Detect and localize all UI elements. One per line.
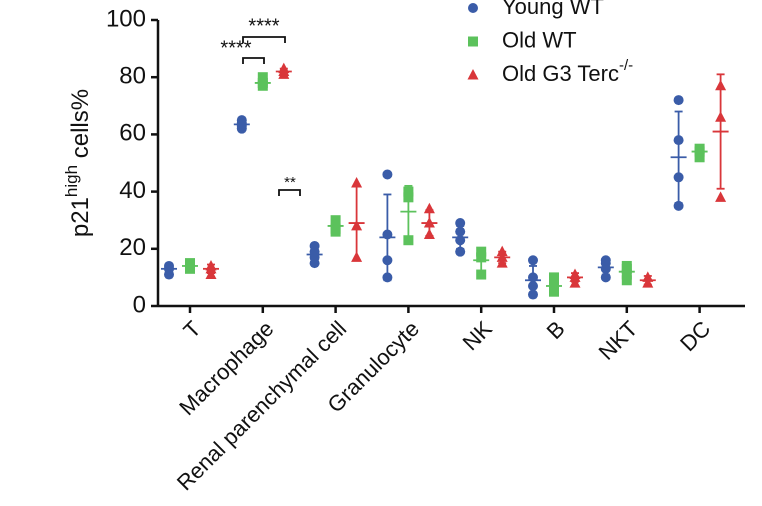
y-label-rest: cells% [67,89,94,165]
data-point [382,169,393,180]
data-point [330,215,341,226]
data-point [642,271,654,282]
y-axis-label: p21high cells% [62,89,94,237]
data-point [205,268,217,280]
y-label-main: p21 [67,197,94,237]
data-point [569,268,581,280]
data-point [569,277,581,288]
significance-label: **** [220,37,251,59]
data-point [496,245,508,257]
data-point [528,255,538,266]
data-point [330,223,341,234]
data-point [621,260,632,271]
data-point [257,72,268,83]
data-point [528,280,538,291]
legend-name: Young WT [502,0,604,19]
data-point [257,77,268,88]
data-point [476,246,487,257]
data-point [496,257,508,268]
x-tick-label: NK [458,316,498,356]
y-tick-label: 40 [119,177,146,204]
y-tick-label: 80 [119,63,146,90]
data-point [382,272,393,283]
data-point [673,95,684,106]
data-point [600,255,611,266]
significance-bracket [242,36,286,43]
legend-label: Old WT [502,27,577,52]
data-point [549,280,559,291]
y-tick-label: 100 [106,5,146,32]
data-point [236,115,247,126]
data-point [351,177,363,188]
data-point [278,62,290,74]
significance-label: **** [248,15,279,37]
legend-sup: -/- [619,57,633,74]
data-point [673,172,684,183]
data-point [351,219,363,231]
y-tick-label: 0 [133,291,146,318]
legend-name: Old G3 Terc [502,61,619,86]
data-point [715,111,727,122]
data-point [600,272,611,283]
data-point [476,252,487,263]
data-point [423,202,435,214]
y-tick-label: 20 [119,234,146,261]
data-point [205,259,217,271]
data-point [476,269,487,280]
data-point [423,217,435,228]
x-tick-label: NKT [594,316,643,365]
data-point [185,258,195,269]
data-point [455,246,466,257]
data-point [423,228,435,239]
data-point [528,272,538,283]
data-point [403,235,414,246]
data-point [403,192,414,203]
data-point [621,269,632,280]
legend-marker [468,36,478,47]
x-tick-label: B [542,316,570,344]
data-point [309,240,320,251]
legend-name: Old WT [502,27,577,52]
data-point [455,226,466,237]
y-tick-label: 60 [119,120,146,147]
significance-bracket [242,57,265,64]
data-point [382,229,393,240]
data-point [455,235,466,246]
legend-marker [467,69,479,80]
x-tick-label: DC [675,316,715,356]
data-point [382,255,393,266]
data-point [528,289,538,300]
significance-bracket [278,189,301,196]
data-point [621,275,632,286]
data-point [673,200,684,211]
data-point [673,135,684,146]
data-point [715,79,727,91]
legend-label: Old G3 Terc-/- [502,57,633,86]
data-point [351,251,363,262]
data-point [694,152,705,163]
y-label-sup: high [62,165,81,197]
significance-label: ** [284,174,296,191]
data-point [642,277,654,288]
data-point [403,186,414,197]
x-tick-label: T [178,316,205,343]
legend-label: Young WT [502,0,604,19]
data-point [715,191,727,202]
data-point [496,251,508,262]
data-point [694,143,705,154]
data-point [455,218,466,229]
data-point [549,272,559,283]
data-point [549,286,559,297]
legend-marker [468,3,478,13]
data-point [164,260,174,271]
